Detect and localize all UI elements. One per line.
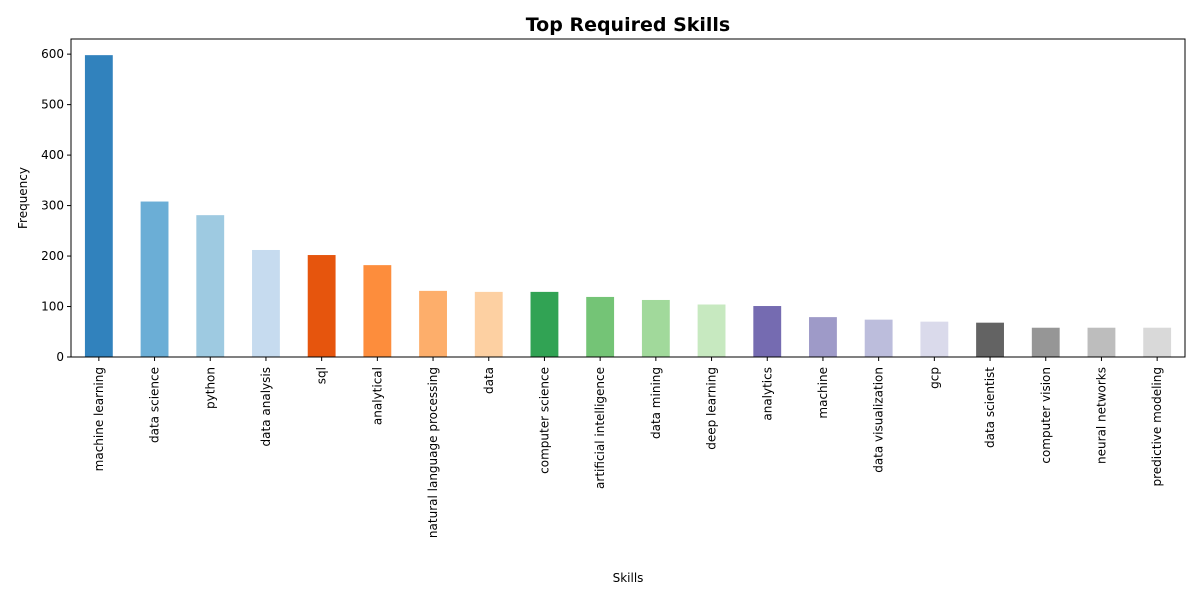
bar-python [196,215,225,357]
x-tick-label: analytics [760,367,774,421]
y-tick-label: 400 [41,148,64,162]
bar-data-mining [641,299,670,357]
x-tick-label: computer vision [1039,367,1053,464]
x-tick-label: data mining [649,367,663,439]
bar-neural-networks [1087,327,1116,357]
bar-data-analysis [252,249,280,357]
y-tick-label: 0 [56,350,64,364]
bar-natural-language-processing [419,290,447,357]
bar-analytics [753,306,782,357]
bar-data-scientist [976,322,1004,357]
x-tick-label: sql [315,367,329,384]
x-tick-label: neural networks [1094,367,1108,464]
x-tick-label: machine [816,367,830,419]
x-tick-label: predictive modeling [1150,367,1164,486]
bar-computer-vision [1031,327,1060,357]
x-axis: machine learning data science python data a… [92,357,1164,538]
x-tick-label: artificial intelligence [593,367,607,489]
x-tick-label: deep learning [705,367,719,450]
x-tick-label: machine learning [92,367,106,471]
chart-title: Top Required Skills [526,14,731,36]
bar-gcp [920,321,949,357]
x-axis-title: Skills [613,571,644,585]
bar-analytical [363,265,392,357]
bar-data-science [140,201,169,357]
x-tick-label: computer science [537,367,551,474]
plot-frame [70,38,1186,358]
x-tick-label: data [482,367,496,394]
bar-predictive-modeling [1143,327,1172,357]
x-tick-label: data science [148,367,162,443]
y-axis: 0 100 200 300 400 500 600 [41,47,71,364]
bars-group [84,55,1172,358]
bar-computer-science [530,291,559,357]
x-tick-label: analytical [370,367,384,425]
bar-data-visualization [864,319,893,357]
x-tick-label: data visualization [872,367,886,473]
y-tick-label: 100 [41,300,64,314]
y-tick-label: 500 [41,98,64,112]
x-tick-label: gcp [927,367,941,389]
y-tick-label: 300 [41,199,64,213]
bar-data [474,291,503,357]
x-tick-label: data scientist [983,367,997,448]
x-tick-label: natural language processing [426,367,440,538]
y-tick-label: 600 [41,47,64,61]
bar-machine-learning [84,55,113,358]
bar-machine [809,317,837,357]
bar-artificial-intelligence [586,296,615,357]
y-tick-label: 200 [41,249,64,263]
y-axis-title: Frequency [16,167,30,229]
x-tick-label: data analysis [259,367,273,446]
x-tick-label: python [203,367,217,409]
bar-sql [307,255,336,357]
bar-deep-learning [697,304,726,357]
